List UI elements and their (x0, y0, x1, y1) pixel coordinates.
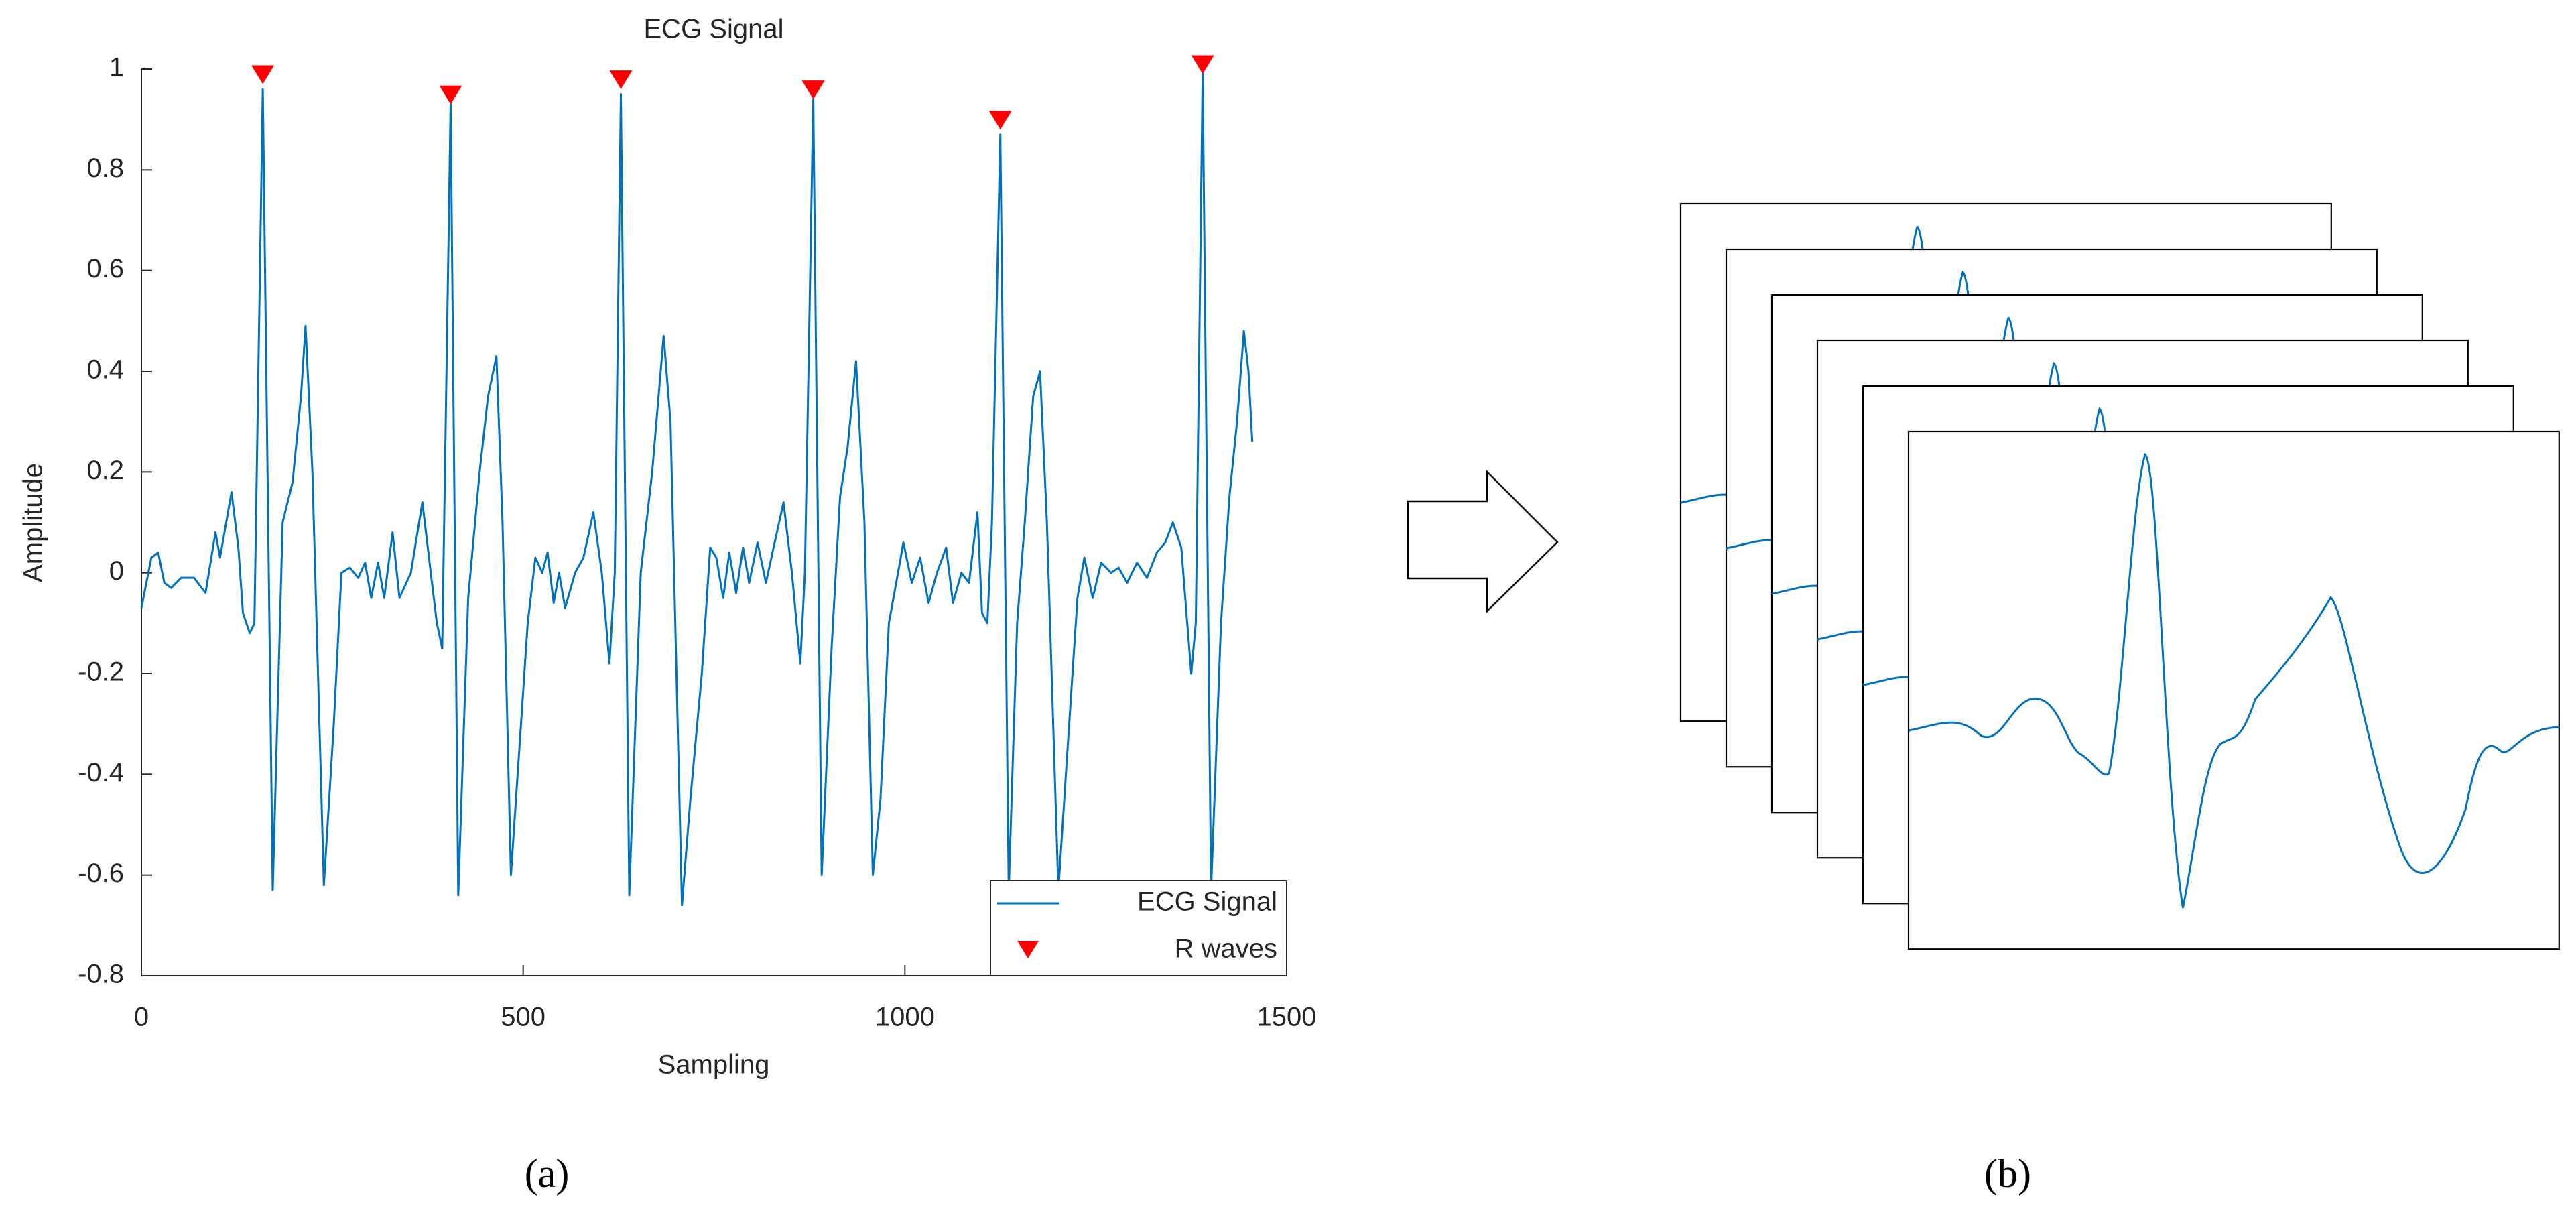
r-wave-marker (439, 85, 462, 105)
legend-label: R waves (1175, 934, 1277, 964)
x-axis-label: Sampling (658, 1050, 770, 1080)
y-tick-label: 0 (109, 556, 124, 586)
signal-line (140, 73, 1254, 907)
y-tick-label: 0.2 (86, 456, 124, 485)
y-tick-label: 0.8 (86, 153, 124, 183)
x-tick-label: 1500 (1257, 1003, 1317, 1032)
y-tick-label: 0.4 (86, 355, 124, 385)
y-tick-label: -0.2 (78, 657, 124, 687)
arrow (1407, 469, 1559, 613)
y-tick-label: 0.6 (86, 254, 124, 283)
segment-frame (1907, 430, 2561, 950)
x-tick-label: 500 (501, 1003, 545, 1032)
legend-box (990, 880, 1287, 976)
x-tick-label: 1000 (875, 1003, 935, 1032)
arrow-shape (1407, 469, 1559, 613)
r-wave-marker (609, 70, 633, 90)
y-tick-label: -0.4 (78, 758, 124, 787)
y-tick-label: -0.8 (78, 960, 124, 989)
r-wave-marker (251, 65, 275, 84)
chart-title: ECG Signal (644, 15, 784, 44)
y-axis-label: Amplitude (19, 463, 48, 582)
frame-box (1907, 430, 2560, 950)
x-tick-label: 0 (134, 1003, 149, 1032)
legend-label: ECG Signal (1137, 887, 1277, 917)
segment-stack (1679, 202, 2561, 950)
caption: (a) (525, 1151, 570, 1196)
caption: (b) (1984, 1151, 2031, 1196)
r-wave-marker (1191, 55, 1214, 74)
legend-marker (1017, 941, 1039, 958)
r-wave-marker (801, 80, 825, 100)
y-tick-label: -0.6 (78, 858, 124, 888)
y-tick-label: 1 (109, 53, 124, 82)
r-wave-marker (988, 111, 1012, 130)
